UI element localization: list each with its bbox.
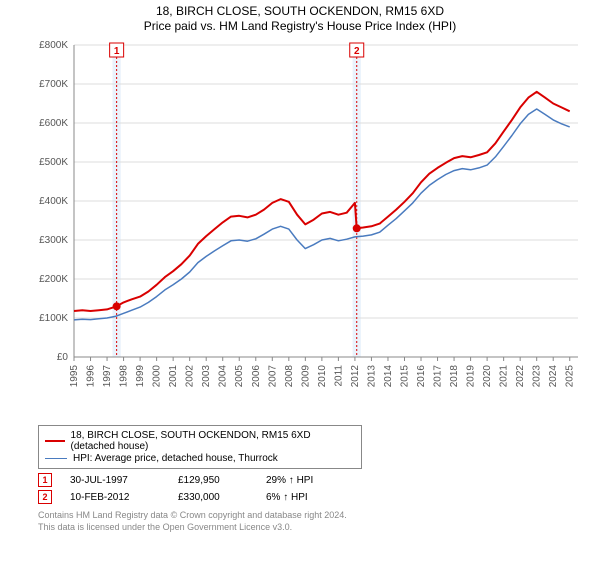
footer-attribution: Contains HM Land Registry data © Crown c… xyxy=(38,510,600,533)
svg-text:£300K: £300K xyxy=(39,235,68,246)
svg-text:2013: 2013 xyxy=(366,365,377,388)
chart-title: 18, BIRCH CLOSE, SOUTH OCKENDON, RM15 6X… xyxy=(0,4,600,18)
svg-text:£200K: £200K xyxy=(39,274,68,285)
svg-text:2011: 2011 xyxy=(333,365,344,387)
legend-label: HPI: Average price, detached house, Thur… xyxy=(73,453,278,464)
svg-text:1996: 1996 xyxy=(86,365,97,388)
svg-text:£800K: £800K xyxy=(39,40,68,51)
svg-text:2001: 2001 xyxy=(168,365,179,388)
sale-delta: 6% ↑ HPI xyxy=(266,492,308,503)
legend-swatch xyxy=(45,458,67,459)
svg-text:2010: 2010 xyxy=(317,365,328,388)
svg-text:2017: 2017 xyxy=(433,365,444,388)
svg-text:1998: 1998 xyxy=(119,365,130,388)
svg-text:2004: 2004 xyxy=(218,365,229,388)
sales-table: 1 30-JUL-1997 £129,950 29% ↑ HPI 2 10-FEB-201… xyxy=(38,473,600,504)
svg-text:1999: 1999 xyxy=(135,365,146,388)
chart-container: 18, BIRCH CLOSE, SOUTH OCKENDON, RM15 6X… xyxy=(0,4,600,564)
sale-row: 2 10-FEB-2012 £330,000 6% ↑ HPI xyxy=(38,490,600,504)
svg-text:2003: 2003 xyxy=(201,365,212,388)
sale-date: 30-JUL-1997 xyxy=(70,475,160,486)
svg-text:2008: 2008 xyxy=(284,365,295,388)
svg-text:2025: 2025 xyxy=(565,365,576,388)
svg-text:1995: 1995 xyxy=(69,365,80,388)
footer-line-1: Contains HM Land Registry data © Crown c… xyxy=(38,510,600,522)
line-chart-svg: £0 £100K £200K £300K £400K £500K £600K £700K £80… xyxy=(30,37,590,417)
svg-text:£100K: £100K xyxy=(39,313,68,324)
sale-price: £129,950 xyxy=(178,475,248,486)
footer-line-2: This data is licensed under the Open Gov… xyxy=(38,522,600,534)
svg-text:2005: 2005 xyxy=(234,365,245,388)
svg-text:2019: 2019 xyxy=(466,365,477,388)
legend-label: 18, BIRCH CLOSE, SOUTH OCKENDON, RM15 6X… xyxy=(71,430,355,452)
sale-marker-icon: 1 xyxy=(38,473,52,487)
svg-text:2009: 2009 xyxy=(300,365,311,388)
svg-text:£0: £0 xyxy=(57,352,69,363)
sale-delta: 29% ↑ HPI xyxy=(266,475,313,486)
svg-text:2012: 2012 xyxy=(350,365,361,388)
svg-text:2022: 2022 xyxy=(515,365,526,388)
svg-text:2007: 2007 xyxy=(267,365,278,388)
sale-price: £330,000 xyxy=(178,492,248,503)
sale-date: 10-FEB-2012 xyxy=(70,492,160,503)
svg-text:£400K: £400K xyxy=(39,196,68,207)
svg-text:2016: 2016 xyxy=(416,365,427,388)
svg-text:2014: 2014 xyxy=(383,365,394,388)
svg-text:2020: 2020 xyxy=(482,365,493,388)
chart-subtitle: Price paid vs. HM Land Registry's House … xyxy=(0,19,600,33)
svg-text:£600K: £600K xyxy=(39,118,68,129)
svg-text:2024: 2024 xyxy=(548,365,559,388)
svg-text:2015: 2015 xyxy=(399,365,410,388)
svg-text:2: 2 xyxy=(354,46,360,57)
svg-text:1: 1 xyxy=(114,46,120,57)
svg-text:£500K: £500K xyxy=(39,157,68,168)
svg-text:2006: 2006 xyxy=(251,365,262,388)
legend-item: HPI: Average price, detached house, Thur… xyxy=(45,453,355,464)
legend-swatch xyxy=(45,440,65,442)
sale-marker-icon: 2 xyxy=(38,490,52,504)
chart-area: £0 £100K £200K £300K £400K £500K £600K £700K £80… xyxy=(30,37,590,417)
svg-text:2023: 2023 xyxy=(532,365,543,388)
svg-text:1997: 1997 xyxy=(102,365,113,388)
svg-text:2002: 2002 xyxy=(185,365,196,388)
legend: 18, BIRCH CLOSE, SOUTH OCKENDON, RM15 6X… xyxy=(38,425,362,469)
svg-text:2018: 2018 xyxy=(449,365,460,388)
svg-text:2021: 2021 xyxy=(499,365,510,388)
svg-text:2000: 2000 xyxy=(152,365,163,388)
legend-item: 18, BIRCH CLOSE, SOUTH OCKENDON, RM15 6X… xyxy=(45,430,355,452)
sale-row: 1 30-JUL-1997 £129,950 29% ↑ HPI xyxy=(38,473,600,487)
svg-text:£700K: £700K xyxy=(39,79,68,90)
